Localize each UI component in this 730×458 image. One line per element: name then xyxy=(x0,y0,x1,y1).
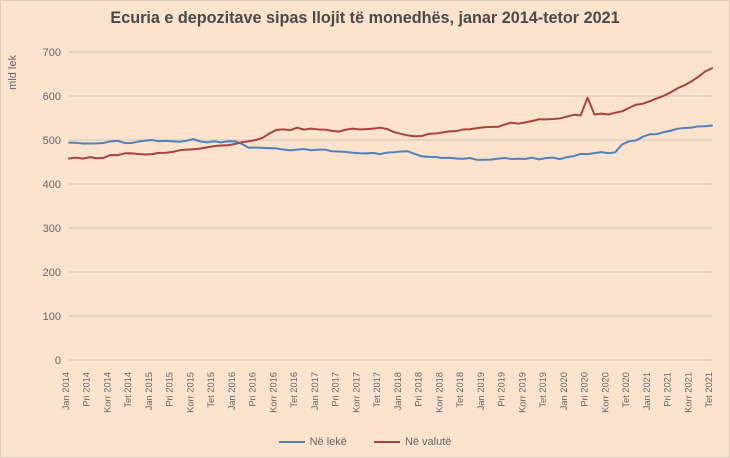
svg-text:Korr 2020: Korr 2020 xyxy=(600,372,610,413)
svg-text:Tet 2021: Tet 2021 xyxy=(704,372,714,408)
svg-text:Pri 2019: Pri 2019 xyxy=(497,372,507,407)
svg-text:Pri 2018: Pri 2018 xyxy=(414,372,424,407)
svg-text:Tet 2020: Tet 2020 xyxy=(621,372,631,408)
svg-text:Jan 2019: Jan 2019 xyxy=(476,372,486,410)
svg-text:Pri 2021: Pri 2021 xyxy=(663,372,673,407)
svg-text:Tet 2016: Tet 2016 xyxy=(289,372,299,408)
svg-text:700: 700 xyxy=(43,47,61,59)
svg-text:Korr 2017: Korr 2017 xyxy=(351,372,361,413)
svg-text:Korr 2015: Korr 2015 xyxy=(185,372,195,413)
svg-text:Jan 2014: Jan 2014 xyxy=(61,372,71,410)
svg-text:100: 100 xyxy=(43,311,61,323)
svg-text:0: 0 xyxy=(55,355,61,367)
svg-text:Korr 2021: Korr 2021 xyxy=(683,372,693,413)
svg-text:Tet 2015: Tet 2015 xyxy=(206,372,216,408)
svg-text:200: 200 xyxy=(43,267,61,279)
svg-text:Jan 2017: Jan 2017 xyxy=(310,372,320,410)
svg-text:Tet 2019: Tet 2019 xyxy=(538,372,548,408)
svg-text:Pri 2016: Pri 2016 xyxy=(248,372,258,407)
svg-text:Pri 2017: Pri 2017 xyxy=(331,372,341,407)
svg-text:Tet 2014: Tet 2014 xyxy=(123,372,133,408)
svg-text:Pri 2015: Pri 2015 xyxy=(165,372,175,407)
svg-text:Jan 2015: Jan 2015 xyxy=(144,372,154,410)
svg-text:Jan 2016: Jan 2016 xyxy=(227,372,237,410)
svg-text:Korr 2014: Korr 2014 xyxy=(102,372,112,413)
svg-text:500: 500 xyxy=(43,135,61,147)
svg-text:Korr 2018: Korr 2018 xyxy=(434,372,444,413)
svg-text:Jan 2021: Jan 2021 xyxy=(642,372,652,410)
svg-text:Pri 2014: Pri 2014 xyxy=(82,372,92,407)
svg-text:Jan 2018: Jan 2018 xyxy=(393,372,403,410)
svg-text:Pri 2020: Pri 2020 xyxy=(580,372,590,407)
svg-text:600: 600 xyxy=(43,91,61,103)
svg-text:400: 400 xyxy=(43,179,61,191)
svg-text:Korr 2019: Korr 2019 xyxy=(517,372,527,413)
svg-text:Jan 2020: Jan 2020 xyxy=(559,372,569,410)
svg-text:Korr 2016: Korr 2016 xyxy=(268,372,278,413)
svg-text:Tet 2018: Tet 2018 xyxy=(455,372,465,408)
svg-text:Tet 2017: Tet 2017 xyxy=(372,372,382,408)
svg-text:300: 300 xyxy=(43,223,61,235)
